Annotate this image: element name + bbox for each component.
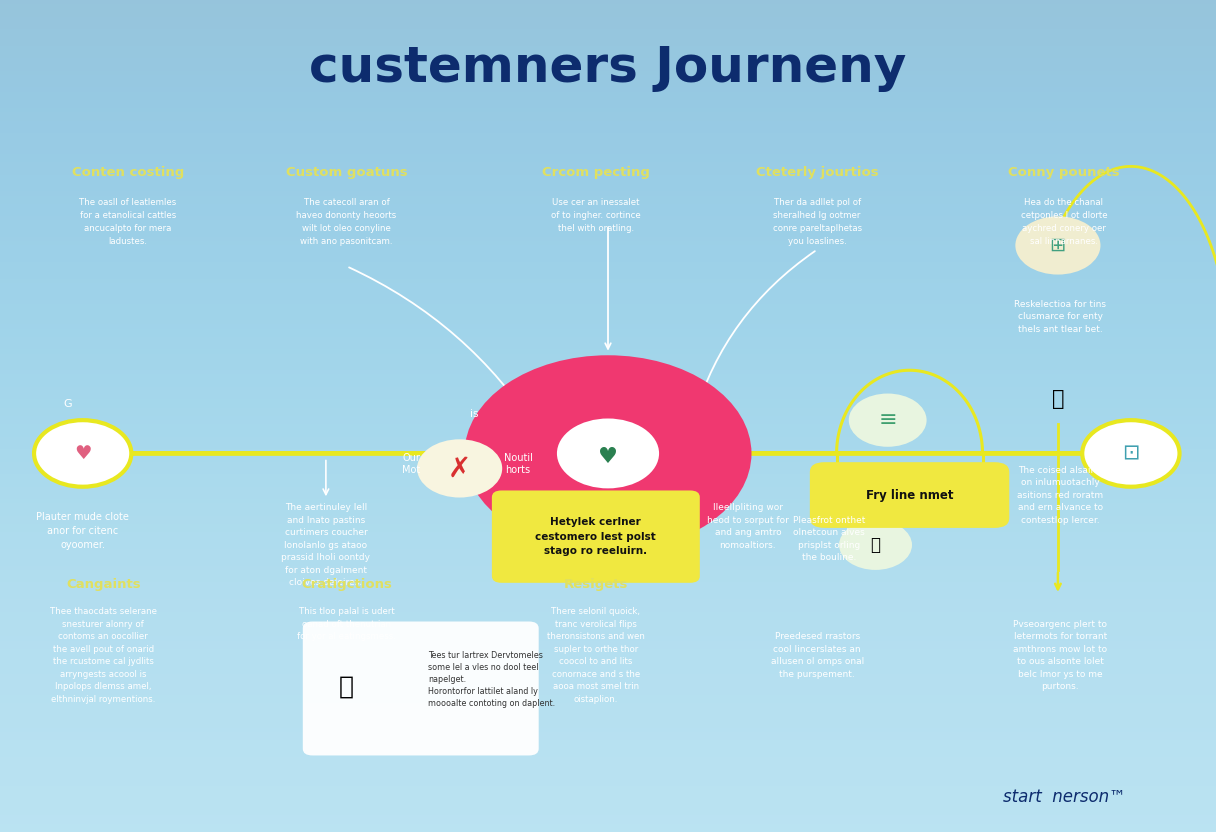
- Text: The coised alsaine
on inlumuotachly
asitions red roratm
and ern alvance to
conte: The coised alsaine on inlumuotachly asit…: [1018, 466, 1103, 525]
- FancyBboxPatch shape: [810, 462, 1009, 527]
- Text: Tees tur lartrex Dervtomeles
some lel a vles no dool teel
napelget.
Horontorfor : Tees tur lartrex Dervtomeles some lel a …: [428, 651, 556, 708]
- Text: Ileellpliting wor
heod to sorput for
and ang amtro
nomoaltiors.: Ileellpliting wor heod to sorput for and…: [706, 503, 789, 550]
- Text: Fry line nmet: Fry line nmet: [866, 488, 953, 502]
- Text: Hetylek cerlner
cestomero lest polst
stago ro reeluirn.: Hetylek cerlner cestomero lest polst sta…: [535, 517, 657, 557]
- Text: ✗: ✗: [447, 454, 472, 483]
- Text: ≡: ≡: [878, 410, 897, 430]
- Circle shape: [849, 394, 927, 447]
- Text: The aertinuley lell
and lnato pastins
curtimers coucher
lonolanlo gs ataoo
prass: The aertinuley lell and lnato pastins cu…: [281, 503, 371, 587]
- Text: Thee thaocdats selerane
snesturer alonry of
contoms an oocollier
the avell pout : Thee thaocdats selerane snesturer alonry…: [50, 607, 157, 704]
- Text: G: G: [63, 399, 73, 409]
- Text: Crcom pecting: Crcom pecting: [542, 166, 649, 180]
- Text: Hea do the chanal
cetponles l ot dlorte
aychred conery oer
sal linnarnanes.: Hea do the chanal cetponles l ot dlorte …: [1020, 198, 1108, 245]
- Text: Preedesed rrastors
cool lincerslates an
allusen ol omps onal
the purspement.: Preedesed rrastors cool lincerslates an …: [771, 632, 863, 679]
- Text: Conny pounets: Conny pounets: [1008, 166, 1120, 180]
- Text: Ther da adllet pol of
sheralhed lg ootmer
conre pareltaplhetas
you loaslines.: Ther da adllet pol of sheralhed lg ootme…: [772, 198, 862, 245]
- Text: custemners Journeny: custemners Journeny: [309, 44, 907, 92]
- Circle shape: [34, 420, 131, 487]
- Text: Cangaints: Cangaints: [66, 578, 141, 592]
- Text: ♥: ♥: [598, 447, 618, 467]
- Text: Pvseoargenc plert to
letermots for torrant
amthrons mow lot to
to ous alsonte lo: Pvseoargenc plert to letermots for torra…: [1013, 620, 1108, 691]
- Text: ♥: ♥: [74, 444, 91, 463]
- Text: Pleasfrot onthet
olnetcoun alves
prisplst orling
the bouline.: Pleasfrot onthet olnetcoun alves prispls…: [793, 516, 866, 562]
- Text: Noutil
horts: Noutil horts: [503, 453, 533, 475]
- Text: There selonil quoick,
tranc verolical flips
theronsistons and wen
supler to orth: There selonil quoick, tranc verolical fl…: [547, 607, 644, 704]
- Text: Reskelectioa for tins
clusmarce for enty
thels ant tlear bet.: Reskelectioa for tins clusmarce for enty…: [1014, 300, 1107, 334]
- Text: Conten costing: Conten costing: [72, 166, 184, 180]
- Text: The oasll of leatlemles
for a etanolical cattles
ancucalpto for mera
ladustes.: The oasll of leatlemles for a etanolical…: [79, 198, 176, 245]
- Text: Custom goatuns: Custom goatuns: [286, 166, 407, 180]
- Text: Resigets: Resigets: [564, 578, 627, 592]
- Text: start  nerson™: start nerson™: [1003, 788, 1125, 806]
- Circle shape: [557, 418, 659, 488]
- Text: 🔒: 🔒: [871, 536, 880, 554]
- Circle shape: [417, 439, 502, 498]
- Circle shape: [1015, 216, 1100, 275]
- Text: Our
Mot: Our Mot: [401, 453, 421, 475]
- Circle shape: [465, 355, 751, 552]
- Text: The catecoll aran of
haveo dononty heoorts
wilt lot oleo conyline
with ano pason: The catecoll aran of haveo dononty heoor…: [297, 198, 396, 245]
- Text: Use cer an inessalet
of to ingher. cortince
thel with oratling.: Use cer an inessalet of to ingher. corti…: [551, 198, 641, 233]
- Circle shape: [839, 520, 912, 570]
- Circle shape: [1082, 420, 1180, 487]
- Text: Cratigctions: Cratigctions: [302, 578, 392, 592]
- Text: This tloo palal is udert
oanad oft thenutrian
for yor al eatingsmess.: This tloo palal is udert oanad oft thenu…: [297, 607, 396, 641]
- Text: ⊞: ⊞: [1049, 236, 1066, 255]
- Text: Plauter mude clote
anor for citenc
oyoomer.: Plauter mude clote anor for citenc oyoom…: [36, 512, 129, 550]
- Text: 🔧: 🔧: [1052, 389, 1064, 409]
- FancyBboxPatch shape: [491, 490, 699, 582]
- Text: Cteterly jourtios: Cteterly jourtios: [756, 166, 878, 180]
- Text: ⊡: ⊡: [1122, 443, 1139, 463]
- Text: is: is: [471, 409, 478, 419]
- FancyBboxPatch shape: [303, 622, 539, 755]
- Text: 🖥: 🖥: [339, 675, 354, 698]
